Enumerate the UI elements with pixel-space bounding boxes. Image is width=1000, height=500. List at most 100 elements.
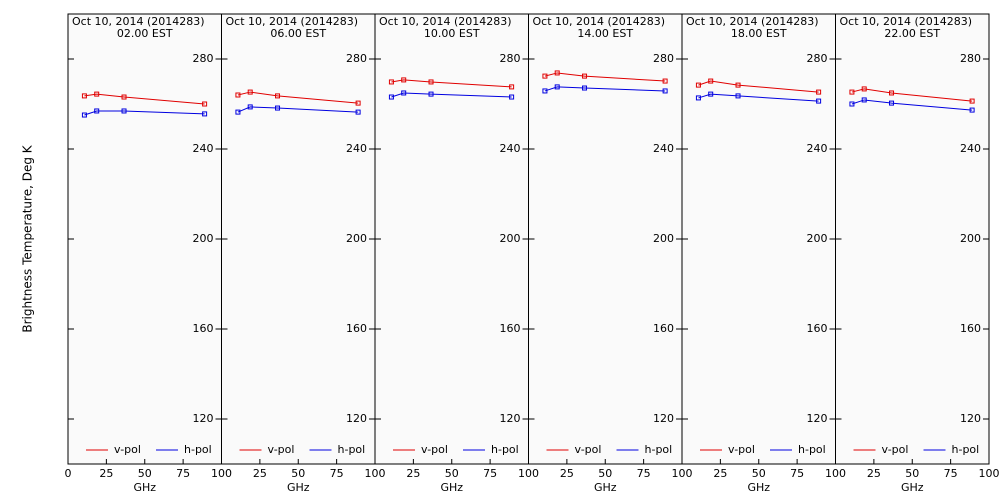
panel-subtitle: 02.00 EST bbox=[117, 27, 173, 40]
x-tick-label: 75 bbox=[944, 467, 958, 480]
point-marker bbox=[235, 109, 241, 115]
x-tick-label: 50 bbox=[138, 467, 152, 480]
point-marker bbox=[708, 91, 714, 97]
y-tick-label: 160 bbox=[346, 322, 367, 335]
x-tick-label: 75 bbox=[637, 467, 651, 480]
point-marker bbox=[81, 112, 87, 118]
y-axis-label: Brightness Temperature, Deg K bbox=[21, 144, 35, 332]
legend-label: h-pol bbox=[184, 443, 212, 456]
y-tick-label: 120 bbox=[193, 412, 214, 425]
point-marker bbox=[401, 77, 407, 83]
legend-label: h-pol bbox=[952, 443, 980, 456]
point-marker bbox=[388, 94, 394, 100]
panel-subtitle: 10.00 EST bbox=[424, 27, 480, 40]
plot-area bbox=[835, 13, 990, 465]
point-marker bbox=[861, 86, 867, 92]
point-marker bbox=[509, 94, 515, 100]
point-marker bbox=[735, 82, 741, 88]
point-marker bbox=[554, 70, 560, 76]
x-tick-label: 25 bbox=[253, 467, 267, 480]
y-tick-label: 120 bbox=[807, 412, 828, 425]
y-tick-label: 200 bbox=[807, 232, 828, 245]
point-marker bbox=[121, 94, 127, 100]
series-line bbox=[698, 93, 819, 102]
point-marker bbox=[509, 84, 515, 90]
point-marker bbox=[94, 108, 100, 114]
y-tick-label: 120 bbox=[960, 412, 981, 425]
y-tick-label: 160 bbox=[500, 322, 521, 335]
x-tick-label: 50 bbox=[598, 467, 612, 480]
series-line bbox=[84, 110, 205, 116]
y-tick-label: 280 bbox=[193, 52, 214, 65]
point-marker bbox=[889, 90, 895, 96]
series-line bbox=[391, 79, 512, 88]
y-tick-label: 160 bbox=[960, 322, 981, 335]
y-tick-label: 280 bbox=[653, 52, 674, 65]
x-tick-label: 0 bbox=[65, 467, 72, 480]
y-tick-label: 120 bbox=[346, 412, 367, 425]
point-marker bbox=[816, 98, 822, 104]
y-tick-label: 120 bbox=[653, 412, 674, 425]
point-marker bbox=[695, 95, 701, 101]
point-marker bbox=[94, 91, 100, 97]
panel-title: Oct 10, 2014 (2014283) bbox=[226, 15, 359, 28]
x-axis-label: GHz bbox=[440, 481, 463, 494]
panel-title: Oct 10, 2014 (2014283) bbox=[72, 15, 205, 28]
y-tick-label: 240 bbox=[346, 142, 367, 155]
point-marker bbox=[235, 92, 241, 98]
point-marker bbox=[542, 88, 548, 94]
point-marker bbox=[81, 93, 87, 99]
y-tick-label: 280 bbox=[807, 52, 828, 65]
y-tick-label: 280 bbox=[960, 52, 981, 65]
y-tick-label: 280 bbox=[500, 52, 521, 65]
y-tick-label: 200 bbox=[193, 232, 214, 245]
x-axis-label: GHz bbox=[594, 481, 617, 494]
point-marker bbox=[849, 101, 855, 107]
series-line bbox=[544, 86, 666, 92]
point-marker bbox=[582, 85, 588, 91]
legend-label: h-pol bbox=[645, 443, 673, 456]
y-tick-label: 240 bbox=[193, 142, 214, 155]
x-tick-label: 100 bbox=[672, 467, 693, 480]
point-marker bbox=[849, 89, 855, 95]
x-tick-label: 25 bbox=[99, 467, 113, 480]
legend-label: v-pol bbox=[882, 443, 909, 456]
y-tick-label: 160 bbox=[653, 322, 674, 335]
point-marker bbox=[969, 98, 975, 104]
point-marker bbox=[247, 89, 253, 95]
x-tick-label: 50 bbox=[905, 467, 919, 480]
legend-label: h-pol bbox=[491, 443, 519, 456]
x-tick-label: 100 bbox=[211, 467, 232, 480]
y-tick-label: 240 bbox=[807, 142, 828, 155]
plot-area bbox=[67, 13, 222, 465]
x-tick-label: 50 bbox=[752, 467, 766, 480]
point-marker bbox=[247, 104, 253, 110]
x-tick-label: 50 bbox=[291, 467, 305, 480]
x-tick-label: 100 bbox=[825, 467, 846, 480]
legend-label: v-pol bbox=[575, 443, 602, 456]
panel-subtitle: 18.00 EST bbox=[731, 27, 787, 40]
x-tick-label: 25 bbox=[560, 467, 574, 480]
y-tick-label: 160 bbox=[193, 322, 214, 335]
panel-subtitle: 06.00 EST bbox=[270, 27, 326, 40]
plot-area bbox=[681, 13, 836, 465]
x-tick-label: 25 bbox=[867, 467, 881, 480]
x-axis-label: GHz bbox=[747, 481, 770, 494]
y-tick-label: 160 bbox=[807, 322, 828, 335]
panel-subtitle: 14.00 EST bbox=[577, 27, 633, 40]
y-tick-label: 120 bbox=[500, 412, 521, 425]
legend-label: h-pol bbox=[798, 443, 826, 456]
point-marker bbox=[861, 97, 867, 103]
point-marker bbox=[889, 100, 895, 106]
point-marker bbox=[735, 93, 741, 99]
series-line bbox=[237, 106, 359, 113]
series-line bbox=[237, 91, 359, 104]
panel-title: Oct 10, 2014 (2014283) bbox=[840, 15, 973, 28]
series-line bbox=[698, 80, 819, 93]
point-marker bbox=[542, 73, 548, 79]
legend-label: v-pol bbox=[268, 443, 295, 456]
y-tick-label: 240 bbox=[500, 142, 521, 155]
panel-title: Oct 10, 2014 (2014283) bbox=[686, 15, 819, 28]
y-tick-label: 240 bbox=[960, 142, 981, 155]
series-line bbox=[851, 99, 973, 111]
